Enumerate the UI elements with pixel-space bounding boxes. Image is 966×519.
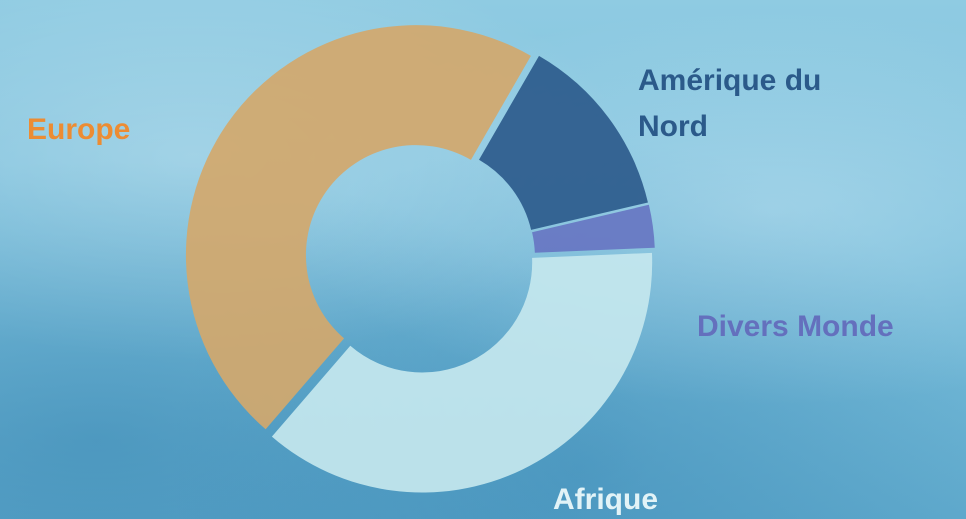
donut-segment [532,204,655,253]
segment-label: Afrique [553,483,658,516]
donut-segment [479,55,648,230]
donut-segment [185,25,531,430]
segment-label: Amérique du Nord [638,64,822,143]
donut-segment [271,252,653,493]
segment-label: Divers Monde [697,310,894,343]
segment-label: Europe [27,113,131,146]
